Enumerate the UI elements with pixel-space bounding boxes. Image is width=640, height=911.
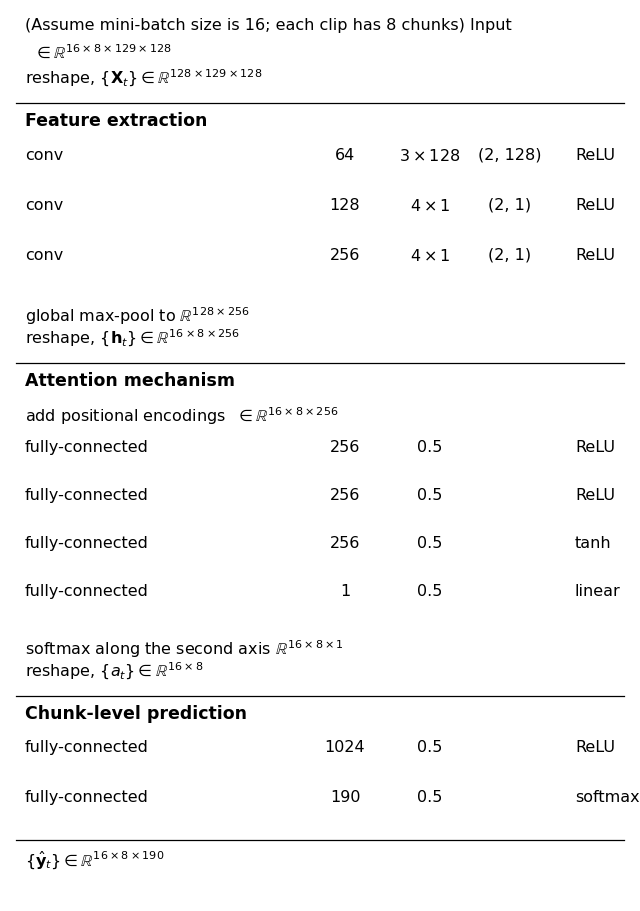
Text: 190: 190: [330, 790, 360, 805]
Text: linear: linear: [575, 584, 621, 599]
Text: (2, 1): (2, 1): [488, 248, 532, 263]
Text: tanh: tanh: [575, 536, 612, 551]
Text: softmax: softmax: [575, 790, 639, 805]
Text: reshape, $\{a_t\} \in \mathbb{R}^{16\times8}$: reshape, $\{a_t\} \in \mathbb{R}^{16\tim…: [25, 661, 204, 682]
Text: Chunk-level prediction: Chunk-level prediction: [25, 705, 247, 723]
Text: conv: conv: [25, 198, 63, 213]
Text: 256: 256: [330, 248, 360, 263]
Text: Feature extraction: Feature extraction: [25, 112, 207, 130]
Text: $3 \times 128$: $3 \times 128$: [399, 148, 461, 164]
Text: 256: 256: [330, 536, 360, 551]
Text: $4 \times 1$: $4 \times 1$: [410, 198, 451, 214]
Text: ReLU: ReLU: [575, 440, 615, 455]
Text: 0.5: 0.5: [417, 584, 443, 599]
Text: reshape, $\{\mathbf{h}_t\} \in \mathbb{R}^{16\times8\times256}$: reshape, $\{\mathbf{h}_t\} \in \mathbb{R…: [25, 328, 240, 349]
Text: 0.5: 0.5: [417, 440, 443, 455]
Text: ReLU: ReLU: [575, 248, 615, 263]
Text: softmax along the second axis $\mathbb{R}^{16\times8\times1}$: softmax along the second axis $\mathbb{R…: [25, 638, 344, 660]
Text: fully-connected: fully-connected: [25, 584, 149, 599]
Text: 64: 64: [335, 148, 355, 163]
Text: 1: 1: [340, 584, 350, 599]
Text: add positional encodings  $\in \mathbb{R}^{16\times8\times256}$: add positional encodings $\in \mathbb{R}…: [25, 405, 339, 426]
Text: $\{\hat{\mathbf{y}}_t\} \in \mathbb{R}^{16\times8\times190}$: $\{\hat{\mathbf{y}}_t\} \in \mathbb{R}^{…: [25, 850, 164, 872]
Text: fully-connected: fully-connected: [25, 440, 149, 455]
Text: fully-connected: fully-connected: [25, 488, 149, 503]
Text: reshape, $\{\mathbf{X}_t\} \in \mathbb{R}^{128\times129\times128}$: reshape, $\{\mathbf{X}_t\} \in \mathbb{R…: [25, 68, 262, 89]
Text: fully-connected: fully-connected: [25, 790, 149, 805]
Text: 0.5: 0.5: [417, 740, 443, 755]
Text: Attention mechanism: Attention mechanism: [25, 372, 235, 390]
Text: (2, 1): (2, 1): [488, 198, 532, 213]
Text: 1024: 1024: [324, 740, 365, 755]
Text: (Assume mini-batch size is 16; each clip has 8 chunks) Input: (Assume mini-batch size is 16; each clip…: [25, 18, 512, 33]
Text: $\in \mathbb{R}^{16\times8\times129\times128}$: $\in \mathbb{R}^{16\times8\times129\time…: [33, 43, 172, 61]
Text: conv: conv: [25, 148, 63, 163]
Text: 0.5: 0.5: [417, 790, 443, 805]
Text: 128: 128: [330, 198, 360, 213]
Text: 0.5: 0.5: [417, 536, 443, 551]
Text: fully-connected: fully-connected: [25, 536, 149, 551]
Text: 0.5: 0.5: [417, 488, 443, 503]
Text: 256: 256: [330, 440, 360, 455]
Text: conv: conv: [25, 248, 63, 263]
Text: (2, 128): (2, 128): [478, 148, 541, 163]
Text: 256: 256: [330, 488, 360, 503]
Text: ReLU: ReLU: [575, 740, 615, 755]
Text: ReLU: ReLU: [575, 488, 615, 503]
Text: fully-connected: fully-connected: [25, 740, 149, 755]
Text: ReLU: ReLU: [575, 198, 615, 213]
Text: ReLU: ReLU: [575, 148, 615, 163]
Text: global max-pool to $\mathbb{R}^{128\times256}$: global max-pool to $\mathbb{R}^{128\time…: [25, 305, 250, 327]
Text: $4 \times 1$: $4 \times 1$: [410, 248, 451, 264]
